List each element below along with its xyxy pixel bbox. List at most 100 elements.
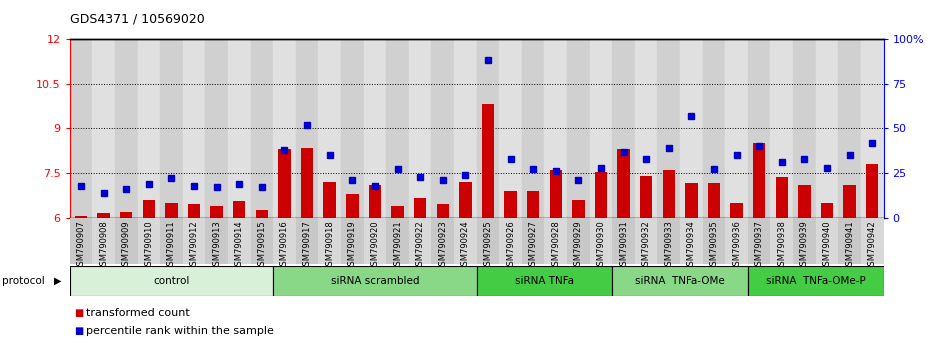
Bar bbox=[572, 200, 585, 218]
Bar bbox=[703, 218, 725, 264]
Bar bbox=[567, 218, 590, 264]
Bar bbox=[341, 39, 364, 218]
Bar bbox=[364, 218, 386, 264]
Bar bbox=[703, 39, 725, 218]
Text: GSM790907: GSM790907 bbox=[76, 220, 86, 271]
Bar bbox=[730, 203, 743, 218]
Bar bbox=[816, 39, 838, 218]
Bar bbox=[138, 39, 160, 218]
Bar bbox=[612, 218, 635, 264]
Text: GSM790914: GSM790914 bbox=[234, 220, 244, 271]
Bar bbox=[92, 218, 115, 264]
Text: GSM790929: GSM790929 bbox=[574, 220, 583, 271]
Bar bbox=[527, 191, 539, 218]
Bar bbox=[318, 39, 341, 218]
Bar bbox=[770, 39, 793, 218]
Bar bbox=[324, 182, 336, 218]
Bar bbox=[409, 218, 432, 264]
Bar bbox=[98, 213, 110, 218]
Bar bbox=[206, 218, 228, 264]
Bar bbox=[685, 183, 698, 218]
Text: GSM790911: GSM790911 bbox=[167, 220, 176, 271]
Text: GSM790916: GSM790916 bbox=[280, 220, 289, 271]
Bar bbox=[454, 39, 476, 218]
Text: GSM790922: GSM790922 bbox=[416, 220, 425, 271]
Text: GSM790923: GSM790923 bbox=[438, 220, 447, 271]
Bar bbox=[776, 177, 788, 218]
Bar bbox=[296, 218, 318, 264]
Text: GSM790927: GSM790927 bbox=[528, 220, 538, 271]
Text: GSM790940: GSM790940 bbox=[822, 220, 831, 271]
Bar bbox=[544, 218, 567, 264]
Text: GSM790926: GSM790926 bbox=[506, 220, 515, 271]
Bar bbox=[748, 39, 770, 218]
Bar bbox=[476, 218, 499, 264]
Bar bbox=[115, 39, 138, 218]
Bar bbox=[499, 39, 522, 218]
Bar bbox=[590, 218, 612, 264]
Text: transformed count: transformed count bbox=[86, 308, 191, 318]
Text: siRNA scrambled: siRNA scrambled bbox=[331, 275, 419, 286]
Bar bbox=[273, 218, 296, 264]
Bar bbox=[708, 183, 720, 218]
Text: ■: ■ bbox=[74, 326, 84, 336]
Bar bbox=[233, 201, 246, 218]
Text: GSM790938: GSM790938 bbox=[777, 220, 786, 271]
Bar bbox=[278, 149, 291, 218]
Bar bbox=[612, 39, 635, 218]
Bar bbox=[725, 218, 748, 264]
Text: GSM790910: GSM790910 bbox=[144, 220, 153, 271]
Text: GSM790909: GSM790909 bbox=[122, 220, 131, 271]
Text: GSM790937: GSM790937 bbox=[754, 220, 764, 271]
Bar bbox=[188, 204, 200, 218]
Text: siRNA  TNFa-OMe-P: siRNA TNFa-OMe-P bbox=[765, 275, 866, 286]
Bar bbox=[183, 218, 206, 264]
Bar bbox=[183, 39, 206, 218]
Bar bbox=[838, 39, 861, 218]
Text: GSM790919: GSM790919 bbox=[348, 220, 357, 271]
Bar bbox=[680, 218, 703, 264]
Bar bbox=[228, 218, 250, 264]
Bar bbox=[567, 39, 590, 218]
Text: GSM790921: GSM790921 bbox=[393, 220, 402, 271]
Bar bbox=[250, 39, 273, 218]
Bar bbox=[476, 266, 612, 296]
Bar bbox=[662, 170, 675, 218]
Bar bbox=[476, 39, 499, 218]
Bar bbox=[273, 266, 476, 296]
Text: GSM790913: GSM790913 bbox=[212, 220, 221, 271]
Text: GSM790931: GSM790931 bbox=[619, 220, 628, 271]
Bar bbox=[504, 191, 517, 218]
Text: GSM790912: GSM790912 bbox=[190, 220, 199, 271]
Bar bbox=[346, 194, 359, 218]
Bar bbox=[798, 185, 811, 218]
Text: GSM790924: GSM790924 bbox=[461, 220, 470, 271]
Bar bbox=[454, 218, 476, 264]
Text: ■: ■ bbox=[74, 308, 84, 318]
Bar bbox=[301, 148, 313, 218]
Text: GSM790920: GSM790920 bbox=[370, 220, 379, 271]
Text: ▶: ▶ bbox=[54, 276, 61, 286]
Bar bbox=[522, 218, 544, 264]
Bar bbox=[436, 204, 449, 218]
Bar bbox=[635, 218, 658, 264]
Bar bbox=[414, 198, 426, 218]
Bar bbox=[206, 39, 228, 218]
Bar bbox=[142, 200, 155, 218]
Text: control: control bbox=[153, 275, 190, 286]
Text: GSM790939: GSM790939 bbox=[800, 220, 809, 271]
Text: GSM790918: GSM790918 bbox=[326, 220, 334, 271]
Bar bbox=[386, 218, 409, 264]
Bar bbox=[228, 39, 250, 218]
Text: protocol: protocol bbox=[2, 276, 45, 286]
Bar bbox=[160, 39, 183, 218]
Bar bbox=[612, 266, 748, 296]
Bar bbox=[866, 164, 879, 218]
Bar bbox=[392, 206, 404, 218]
Bar bbox=[210, 206, 223, 218]
Bar bbox=[364, 39, 386, 218]
Bar bbox=[861, 218, 884, 264]
Bar bbox=[635, 39, 658, 218]
Text: GSM790915: GSM790915 bbox=[258, 220, 266, 271]
Bar bbox=[748, 218, 770, 264]
